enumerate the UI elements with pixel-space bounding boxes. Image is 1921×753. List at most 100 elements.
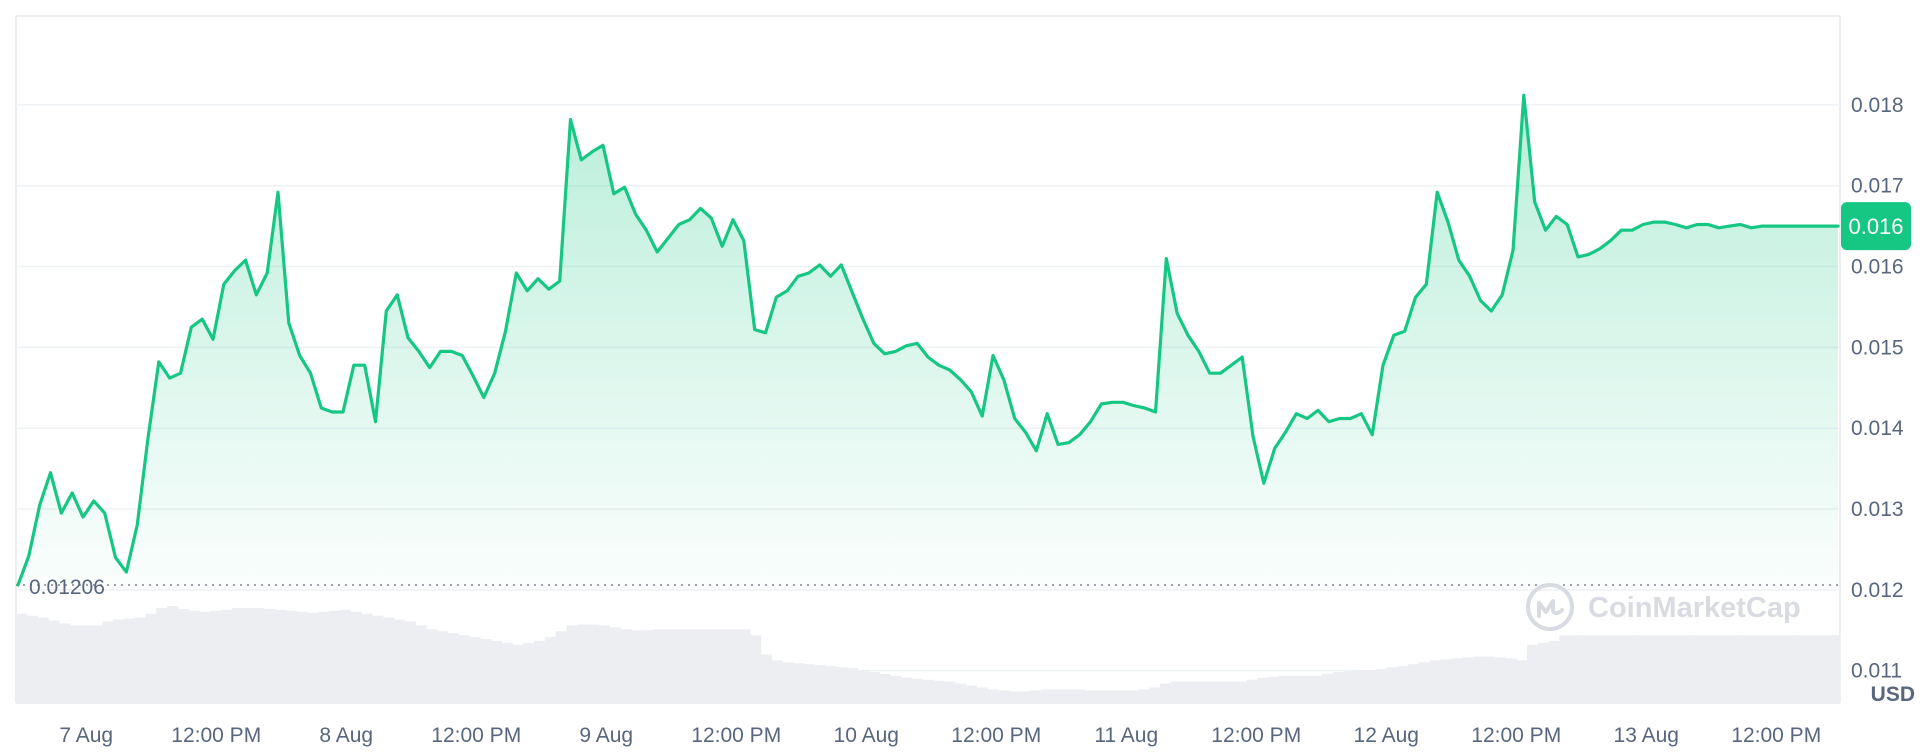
- volume-bar: [199, 611, 211, 703]
- currency-unit-label: USD: [1871, 683, 1915, 706]
- volume-bar: [944, 681, 956, 703]
- volume-bar: [534, 640, 546, 703]
- x-tick-label: 8 Aug: [319, 724, 373, 747]
- volume-bar: [1667, 635, 1679, 703]
- volume-bar: [911, 678, 924, 703]
- volume-bar: [328, 610, 341, 703]
- volume-bar: [372, 615, 384, 703]
- volume-bar: [1343, 670, 1355, 703]
- volume-bar: [1084, 690, 1096, 703]
- volume-bar: [382, 617, 395, 703]
- volume-bar: [1311, 675, 1323, 703]
- volume-bar: [609, 627, 621, 703]
- volume-bar: [1721, 635, 1733, 703]
- volume-bar: [663, 629, 675, 703]
- volume-bar: [598, 625, 611, 703]
- volume-bar: [1527, 644, 1539, 703]
- volume-bar: [652, 629, 664, 703]
- x-tick-label: 12 Aug: [1354, 724, 1419, 747]
- volume-bar: [739, 629, 751, 703]
- x-tick-label: 12:00 PM: [171, 724, 261, 747]
- volume-bar: [59, 623, 71, 703]
- volume-bar: [1451, 658, 1463, 703]
- volume-bar: [1214, 681, 1226, 703]
- volume-bar: [1321, 673, 1334, 703]
- volume-bar: [933, 680, 945, 703]
- volume-bar: [1656, 635, 1668, 703]
- x-tick-label: 12:00 PM: [691, 724, 781, 747]
- volume-bar: [296, 611, 308, 703]
- volume-bar: [1645, 635, 1657, 703]
- volume-bar: [404, 621, 416, 703]
- y-tick-label: 0.013: [1851, 498, 1904, 521]
- volume-bar: [1559, 635, 1571, 703]
- volume-bar: [1537, 642, 1549, 703]
- volume-bar: [566, 625, 578, 703]
- volume-bar: [544, 637, 557, 703]
- volume-bar: [868, 671, 880, 703]
- volume-bar: [1732, 635, 1744, 703]
- volume-bar: [857, 670, 870, 703]
- volume-bar: [350, 611, 362, 703]
- volume-bar: [965, 685, 977, 703]
- volume-bar: [253, 607, 265, 703]
- volume-bar: [37, 617, 49, 703]
- volume-bar: [1548, 640, 1560, 703]
- volume-bar: [1624, 635, 1636, 703]
- volume-bar: [436, 631, 449, 703]
- volume-bars: [16, 606, 1841, 703]
- volume-bar: [1764, 635, 1776, 703]
- volume-bar: [1257, 677, 1269, 703]
- volume-bar: [1332, 671, 1344, 703]
- x-tick-label: 11 Aug: [1094, 724, 1158, 747]
- volume-bar: [177, 608, 190, 703]
- volume-bar: [48, 620, 60, 703]
- volume-bar: [415, 625, 427, 703]
- y-tick-label: 0.015: [1851, 336, 1904, 359]
- current-price-badge-label: 0.016: [1848, 214, 1903, 239]
- volume-bar: [1786, 635, 1798, 703]
- volume-bar: [113, 619, 125, 703]
- volume-bar: [1602, 635, 1614, 703]
- baseline-value-label: 0.01206: [29, 576, 105, 599]
- volume-bar: [393, 619, 405, 703]
- volume-bar: [879, 673, 891, 703]
- volume-bar: [555, 631, 567, 703]
- coinmarketcap-watermark-text: CoinMarketCap: [1588, 592, 1801, 624]
- volume-bar: [1796, 635, 1809, 703]
- volume-bar: [1440, 659, 1452, 703]
- volume-bar: [469, 637, 481, 703]
- volume-bar: [577, 624, 589, 703]
- coinmarketcap-logo-icon: [1526, 583, 1574, 631]
- volume-bar: [102, 621, 114, 703]
- volume-bar: [1408, 664, 1420, 703]
- volume-bar: [987, 689, 999, 703]
- volume-bar: [1580, 635, 1593, 703]
- volume-bar: [318, 611, 330, 703]
- volume-bar: [901, 677, 913, 703]
- volume-bar: [134, 617, 146, 703]
- x-tick-label: 9 Aug: [579, 724, 633, 747]
- volume-bar: [1365, 670, 1377, 703]
- volume-bar: [1062, 689, 1075, 703]
- x-tick-label: 13 Aug: [1614, 724, 1679, 747]
- volume-bar: [1516, 660, 1528, 703]
- volume-bar: [998, 690, 1010, 703]
- volume-bar: [803, 664, 816, 703]
- volume-bar: [1203, 681, 1215, 703]
- volume-bar: [123, 618, 136, 703]
- volume-bar: [275, 609, 287, 703]
- volume-bar: [836, 667, 848, 703]
- volume-bar: [825, 666, 837, 703]
- volume-bar: [26, 615, 38, 703]
- volume-bar: [512, 644, 524, 703]
- y-axis: 0.018 0.017 0.016 0.015 0.014 0.013 0.012 0.011: [1851, 94, 1904, 683]
- volume-bar: [231, 607, 244, 703]
- y-tick-label: 0.017: [1851, 175, 1904, 198]
- volume-bar: [264, 608, 276, 703]
- volume-bar: [523, 642, 535, 703]
- volume-bar: [641, 630, 654, 703]
- volume-bar: [685, 629, 697, 703]
